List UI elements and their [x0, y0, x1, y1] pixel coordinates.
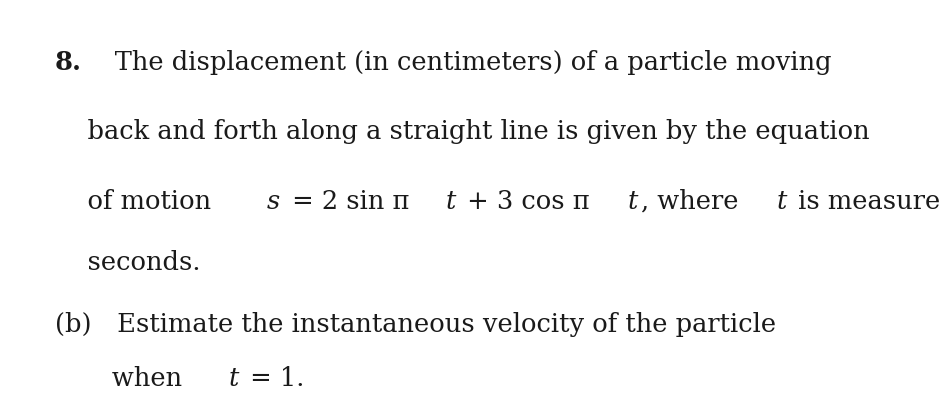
Text: t: t: [627, 189, 637, 214]
Text: back and forth along a straight line is given by the equation: back and forth along a straight line is …: [55, 119, 870, 144]
Text: (b) Estimate the instantaneous velocity of the particle: (b) Estimate the instantaneous velocity …: [55, 312, 775, 337]
Text: = 1.: = 1.: [243, 366, 305, 391]
Text: t: t: [777, 189, 788, 214]
Text: s: s: [266, 189, 280, 214]
Text: t: t: [446, 189, 456, 214]
Text: is measured in: is measured in: [791, 189, 940, 214]
Text: 8.: 8.: [55, 50, 82, 75]
Text: , where: , where: [641, 189, 746, 214]
Text: seconds.: seconds.: [55, 250, 200, 276]
Text: = 2 sin π: = 2 sin π: [284, 189, 409, 214]
Text: when: when: [55, 366, 190, 391]
Text: The displacement (in centimeters) of a particle moving: The displacement (in centimeters) of a p…: [89, 50, 832, 75]
Text: of motion: of motion: [55, 189, 219, 214]
Text: + 3 cos π: + 3 cos π: [459, 189, 589, 214]
Text: t: t: [229, 366, 240, 391]
